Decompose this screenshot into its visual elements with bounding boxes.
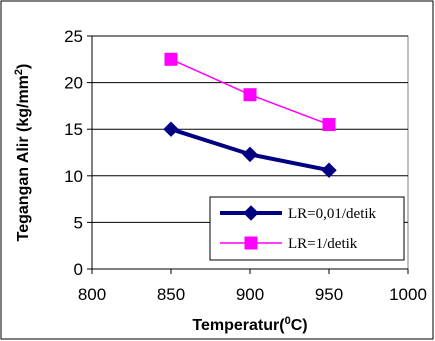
series-2 <box>164 52 336 132</box>
y-tick-label: 20 <box>64 74 83 93</box>
legend-marker <box>244 236 258 250</box>
y-tick-label: 15 <box>64 120 83 139</box>
y-axis-title: Tegangan Alir (kg/mm2) <box>13 64 32 242</box>
data-point <box>242 146 258 163</box>
series-1 <box>163 121 337 178</box>
y-tick-label: 25 <box>64 27 83 46</box>
legend-box <box>209 196 405 261</box>
x-tick-label: 1000 <box>389 285 427 304</box>
x-tick-label: 850 <box>157 285 185 304</box>
data-point <box>243 88 257 102</box>
legend-label: LR=0,01/detik <box>288 206 377 222</box>
y-tick-label: 5 <box>74 213 83 232</box>
axes: 0 5 10 15 20 25 800 850 900 950 1000 <box>64 27 427 304</box>
gridlines <box>92 35 408 223</box>
data-point <box>163 121 179 137</box>
legend: LR=0,01/detik LR=1/detik <box>209 196 405 261</box>
data-point <box>321 162 337 178</box>
x-tick-label: 800 <box>78 285 106 304</box>
x-tick-label: 900 <box>236 285 264 304</box>
legend-marker <box>243 205 259 221</box>
series-layer <box>163 52 337 178</box>
x-axis-title: Temperatur(0C) <box>192 315 307 334</box>
legend-label: LR=1/detik <box>288 236 358 252</box>
data-point <box>164 52 178 66</box>
x-tick-label: 950 <box>315 285 343 304</box>
y-tick-label: 0 <box>74 260 83 279</box>
data-point <box>322 118 336 132</box>
y-tick-label: 10 <box>64 167 83 186</box>
